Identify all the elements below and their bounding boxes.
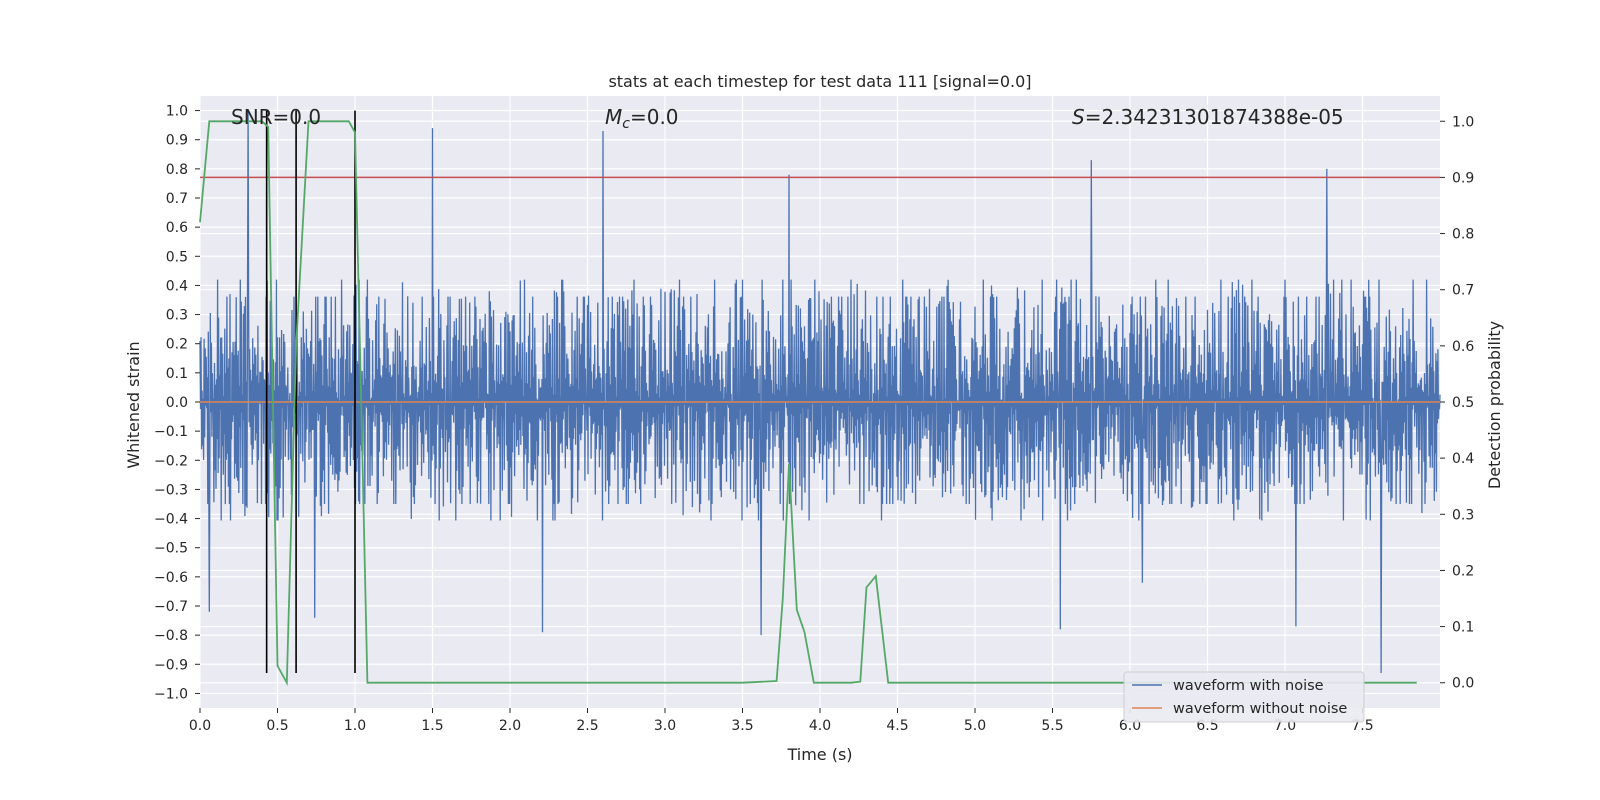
y-right-tick-label: 0.1: [1452, 620, 1474, 636]
y-left-tick-label: 0.6: [166, 220, 188, 236]
x-tick-label: 2.5: [576, 718, 598, 734]
x-tick-label: 1.5: [421, 718, 443, 734]
series-detection-probability: [199, 120, 1417, 687]
y-left-tick-label: −0.9: [154, 657, 188, 673]
y-left-axis-label: Whitened strain: [124, 341, 143, 468]
y-left-tick-label: −0.3: [154, 482, 188, 498]
y-left-tick-label: −0.2: [154, 453, 188, 469]
y-left-tick-label: 0.2: [166, 337, 188, 353]
series-waveform-with-noise: [199, 110, 1441, 674]
annotation-mc: Mc=0.0: [605, 105, 679, 132]
x-tick-label: 3.5: [731, 718, 753, 734]
y-right-tick-label: 0.3: [1452, 507, 1474, 523]
y-right-tick-label: 0.6: [1452, 339, 1474, 355]
y-left-tick-label: −0.5: [154, 541, 188, 557]
y-right-tick-label: 1.0: [1452, 114, 1474, 130]
x-tick-label: 4.0: [809, 718, 831, 734]
annotation-s: S=2.34231301874388e-05: [1072, 105, 1344, 129]
annotation-snr: SNR=0.0: [231, 105, 321, 129]
chart-title: stats at each timestep for test data 111…: [608, 72, 1031, 91]
y-left-tick-label: 0.3: [166, 308, 188, 324]
x-tick-label: 4.5: [886, 718, 908, 734]
x-tick-label: 1.0: [344, 718, 366, 734]
x-axis-label: Time (s): [786, 745, 852, 764]
y-right-tick-label: 0.4: [1452, 451, 1474, 467]
x-tick-label: 3.0: [654, 718, 676, 734]
x-tick-label: 5.0: [964, 718, 986, 734]
vertical-markers: [265, 110, 356, 674]
x-tick-label: 0.0: [189, 718, 211, 734]
y-left-tick-label: −1.0: [154, 686, 188, 702]
x-tick-label: 0.5: [266, 718, 288, 734]
y-left-tick-label: −0.4: [154, 512, 188, 528]
y-left-tick-label: 1.0: [166, 104, 188, 120]
y-right-tick-label: 0.8: [1452, 227, 1474, 243]
x-tick-label: 5.5: [1041, 718, 1063, 734]
y-right-ticks: 1.0 0.9 0.8 0.7 0.6 0.5 0.4 0.3 0.2 0.1 0.0: [1440, 114, 1474, 692]
y-left-tick-label: 0.5: [166, 249, 188, 265]
noise-waveform-path: [199, 110, 1441, 674]
legend-label-noise: waveform with noise: [1173, 678, 1324, 694]
legend: waveform with noise waveform without noi…: [1123, 671, 1365, 723]
y-left-tick-label: −0.7: [154, 599, 188, 615]
y-left-tick-label: −0.6: [154, 570, 188, 586]
y-right-tick-label: 0.9: [1452, 170, 1474, 186]
y-left-tick-label: −0.8: [154, 628, 188, 644]
y-right-axis-label: Detection probability: [1485, 321, 1504, 489]
y-left-tick-label: 0.9: [166, 133, 188, 149]
y-left-tick-label: 0.1: [166, 366, 188, 382]
y-right-tick-label: 0.2: [1452, 563, 1474, 579]
y-left-tick-label: 0.0: [166, 395, 188, 411]
y-right-tick-label: 0.7: [1452, 283, 1474, 299]
y-right-tick-label: 0.5: [1452, 395, 1474, 411]
legend-label-clean: waveform without noise: [1173, 701, 1347, 717]
y-right-tick-label: 0.0: [1452, 676, 1474, 692]
y-left-tick-label: 0.4: [166, 278, 188, 294]
y-left-tick-label: 0.7: [166, 191, 188, 207]
x-tick-label: 2.0: [499, 718, 521, 734]
y-left-ticks: 1.0 0.9 0.8 0.7 0.6 0.5 0.4 0.3 0.2 0.1 0.0 −0.1 −0.…: [154, 104, 200, 702]
y-left-tick-label: 0.8: [166, 162, 188, 178]
y-left-tick-label: −0.1: [154, 424, 188, 440]
